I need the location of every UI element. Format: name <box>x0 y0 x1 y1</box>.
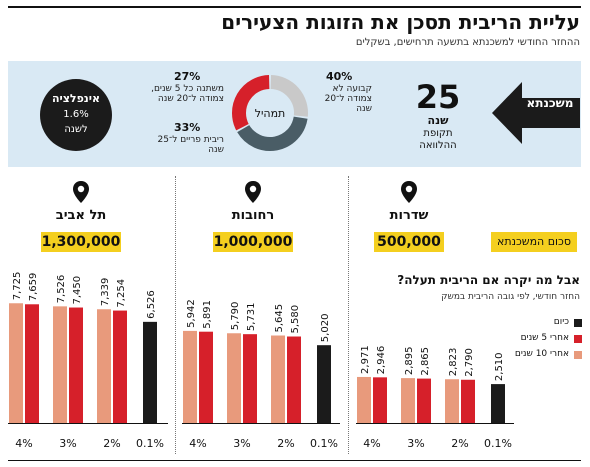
loan-period-label: תקופת ההלוואה <box>419 128 457 151</box>
bar-value-label: 5,942 <box>186 299 197 328</box>
location-pin-icon <box>245 181 261 203</box>
bar-now <box>491 384 505 423</box>
donut-segment <box>232 75 270 131</box>
legend-swatch-5y <box>574 335 582 343</box>
mix-fixed-pct: 40% <box>326 70 353 83</box>
bar-value-label: 5,891 <box>202 300 213 329</box>
sum-label: סכום המשכנתא <box>491 232 577 252</box>
legend-swatch-now <box>574 319 582 327</box>
donut-segment <box>237 116 308 151</box>
inflation-unit: לשנה <box>64 124 88 135</box>
inflation-badge: אינפלציה 1.6% לשנה <box>40 79 112 151</box>
bar-10y <box>357 376 371 423</box>
bar-5y <box>461 379 475 423</box>
bar-value-label: 2,971 <box>360 345 371 374</box>
donut-center-label: תמהיל <box>255 107 286 120</box>
bar-value-label: 2,823 <box>448 348 459 377</box>
legend-swatch-10y <box>574 351 582 359</box>
top-rule <box>8 6 581 8</box>
mix-prime-desc: ריבית פריים ל־25 שנה <box>157 135 224 155</box>
city-name: שדרות <box>389 208 429 223</box>
x-tick-label: 2% <box>103 437 120 450</box>
bar-value-label: 2,510 <box>494 352 505 381</box>
bar-value-label: 2,865 <box>420 347 431 376</box>
bar-value-label: 5,020 <box>320 314 331 343</box>
bar-value-label: 7,450 <box>72 276 83 305</box>
location-pin-icon <box>401 181 417 203</box>
mix-prime-pct: 33% <box>174 121 201 134</box>
bar-5y <box>199 331 213 423</box>
x-tick-label: 3% <box>407 437 424 450</box>
bar-5y <box>417 378 431 423</box>
bar-value-label: 2,790 <box>464 348 475 377</box>
bar-10y <box>271 335 285 423</box>
x-tick-label: 2% <box>277 437 294 450</box>
bar-5y <box>373 377 387 423</box>
mortgage-amount: 1,300,000 <box>41 232 121 252</box>
bar-10y <box>53 306 67 423</box>
bar-now <box>143 321 157 423</box>
location-pin-icon <box>73 181 89 203</box>
bar-value-label: 6,526 <box>146 290 157 319</box>
bar-value-label: 7,254 <box>116 279 127 308</box>
bar-value-label: 7,339 <box>100 278 111 307</box>
bar-value-label: 7,725 <box>12 272 23 301</box>
inflation-title: אינפלציה <box>51 92 101 105</box>
mortgage-amount: 1,000,000 <box>213 232 293 252</box>
bar-10y <box>97 309 111 423</box>
question-title: אבל מה יקרה אם הריבית תעלה? <box>397 273 580 287</box>
bar-5y <box>287 336 301 423</box>
bar-value-label: 5,731 <box>246 303 257 332</box>
bar-10y <box>445 379 459 423</box>
legend-label: כיום <box>553 317 569 327</box>
donut-segment <box>270 75 308 117</box>
x-tick-label: 3% <box>59 437 76 450</box>
x-tick-label: 4% <box>15 437 32 450</box>
mortgage-mix-donut: תמהיל <box>232 75 308 151</box>
bar-value-label: 5,580 <box>290 305 301 334</box>
question-subtitle: החזר חודשי, לפי גובה הריבית במשק <box>441 292 580 302</box>
legend-label: אחרי 5 שנים <box>520 333 569 343</box>
bar-value-label: 7,659 <box>28 273 39 302</box>
column-divider <box>348 176 349 454</box>
bar-10y <box>227 333 241 423</box>
bar-now <box>317 345 331 423</box>
x-tick-label: 0.1% <box>484 437 512 450</box>
bar-value-label: 5,645 <box>274 304 285 333</box>
mortgage-label: משכנתא <box>526 96 574 110</box>
page-title: עליית הריבית תסכן את הזוגות הצעירים <box>221 10 580 34</box>
bar-value-label: 2,946 <box>376 346 387 375</box>
bottom-rule <box>8 460 581 461</box>
bar-5y <box>25 304 39 423</box>
x-tick-label: 2% <box>451 437 468 450</box>
x-tick-label: 3% <box>233 437 250 450</box>
inflation-value: 1.6% <box>63 109 89 120</box>
mortgage-arrow-icon <box>492 82 580 144</box>
x-tick-label: 0.1% <box>310 437 338 450</box>
bar-value-label: 7,526 <box>56 275 67 304</box>
legend-label: אחרי 10 שנים <box>514 349 569 359</box>
column-divider <box>175 176 176 454</box>
bar-5y <box>69 307 83 423</box>
mix-variable-desc: משתנה כל 5 שנים, צמודה ל־20 שנה <box>151 84 224 104</box>
city-name: רחובות <box>231 208 275 223</box>
bar-5y <box>113 310 127 423</box>
bar-10y <box>9 303 23 423</box>
city-name: תל אביב <box>55 208 107 223</box>
bar-5y <box>243 334 257 423</box>
mortgage-amount: 500,000 <box>374 232 444 252</box>
x-tick-label: 0.1% <box>136 437 164 450</box>
bar-value-label: 2,895 <box>404 346 415 375</box>
bar-10y <box>401 378 415 423</box>
loan-years-unit: שנה <box>427 114 449 127</box>
mix-fixed-desc: קבועה לא צמודה ל־20 שנה <box>324 84 372 114</box>
mix-variable-pct: 27% <box>174 70 201 83</box>
page-subtitle: ההחזר החודשי למשכנתא בתשעה תרחישים, בשקל… <box>355 37 580 48</box>
loan-years: 25 <box>415 78 461 116</box>
bar-10y <box>183 330 197 423</box>
x-tick-label: 4% <box>363 437 380 450</box>
bar-value-label: 5,790 <box>230 302 241 331</box>
x-tick-label: 4% <box>189 437 206 450</box>
